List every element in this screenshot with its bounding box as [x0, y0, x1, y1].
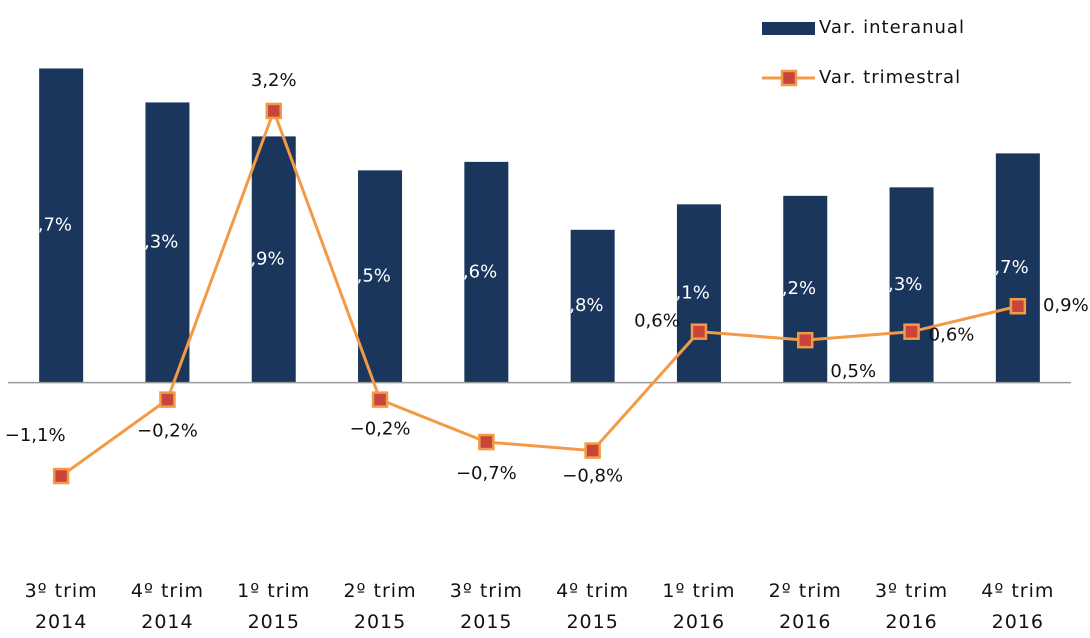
- bar-value-label: 2,1%: [664, 282, 710, 303]
- x-tick-label: 1º trim 2015: [237, 580, 311, 633]
- line-value-label: 0,5%: [830, 361, 876, 382]
- line-value-label: −1,1%: [5, 425, 66, 446]
- bar-value-label: 2,9%: [239, 249, 285, 270]
- bar: [145, 102, 190, 383]
- marker: [584, 442, 601, 459]
- line-value-label: −0,2%: [137, 421, 198, 442]
- marker: [478, 433, 495, 451]
- line-value-label: 0,6%: [929, 325, 975, 346]
- marker: [265, 102, 282, 120]
- marker: [52, 467, 70, 485]
- line-value-label: −0,8%: [562, 466, 623, 487]
- x-tick-label: 1º trim 2016: [662, 580, 736, 633]
- legend-label: Var. trimestral: [819, 67, 961, 88]
- x-tick-label: 4º trim 2014: [130, 580, 204, 633]
- bar: [676, 204, 721, 383]
- x-tick-label: 3º trim 2014: [24, 580, 98, 633]
- x-tick-label: 3º trim 2015: [449, 580, 523, 633]
- line-value-label: 0,9%: [1043, 295, 1089, 316]
- marker: [690, 323, 708, 340]
- bar: [995, 153, 1040, 383]
- bar-value-label: 1,8%: [558, 295, 604, 316]
- line-value-label: 3,2%: [251, 70, 297, 91]
- marker: [159, 391, 176, 408]
- bar: [570, 229, 615, 383]
- marker: [903, 323, 920, 340]
- bar: [783, 195, 828, 383]
- bar: [889, 187, 934, 383]
- legend-swatch: [762, 22, 815, 35]
- bar: [464, 161, 509, 383]
- bar: [251, 136, 296, 383]
- line: [60, 106, 1019, 478]
- legend-marker: [780, 69, 798, 87]
- x-tick-label: 2º trim 2016: [768, 580, 842, 633]
- bar: [358, 170, 403, 383]
- x-tick-label: 4º trim 2016: [981, 580, 1055, 633]
- bar-value-label: 2,6%: [451, 261, 497, 282]
- bar-value-label: 3,7%: [26, 215, 72, 236]
- marker: [1009, 297, 1027, 315]
- line-value-label: −0,7%: [456, 463, 517, 484]
- bar-value-label: 2,5%: [345, 266, 391, 287]
- bar-value-label: 2,3%: [877, 274, 923, 295]
- x-tick-label: 3º trim 2016: [874, 580, 949, 633]
- marker: [371, 391, 389, 408]
- x-tick-label: 2º trim 2015: [343, 580, 417, 633]
- marker: [797, 331, 814, 349]
- x-tick-label: 4º trim 2015: [556, 580, 630, 633]
- line-value-label: −0,2%: [350, 419, 411, 440]
- line-value-label: 0,6%: [634, 311, 680, 332]
- bar-value-label: 3,3%: [133, 232, 179, 253]
- bar-value-label: 2,7%: [983, 257, 1029, 278]
- bar: [39, 68, 84, 383]
- legend-label: Var. interanual: [819, 17, 965, 38]
- bar-value-label: 2,2%: [770, 278, 816, 299]
